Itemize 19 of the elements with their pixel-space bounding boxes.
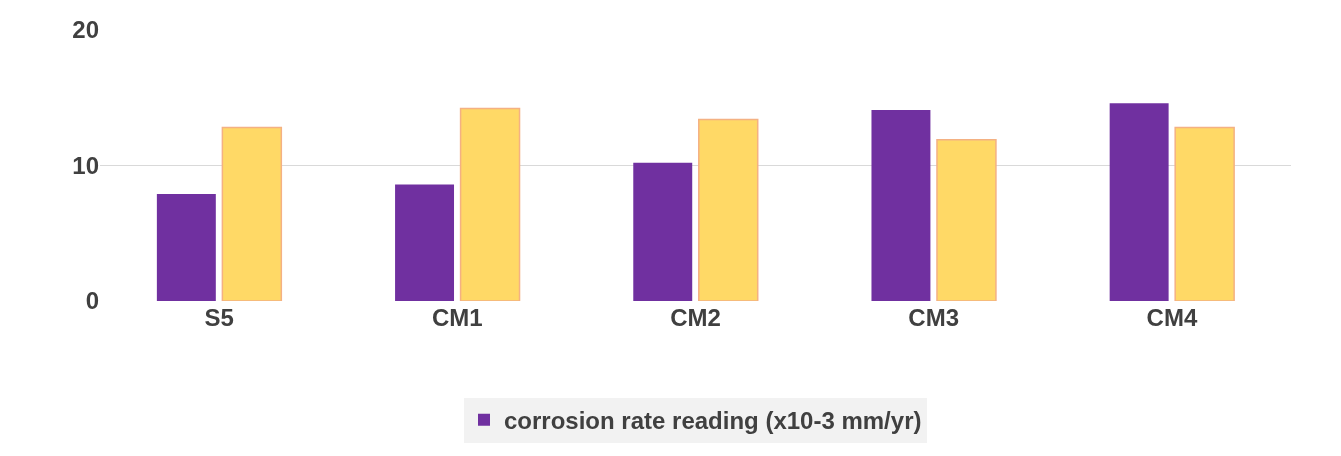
legend-label: corrosion rate reading (x10-3 mm/yr) <box>504 407 922 435</box>
bar <box>936 139 997 301</box>
bar <box>221 126 283 301</box>
x-tick-label: CM3 <box>908 304 960 331</box>
bar <box>698 118 759 301</box>
bar <box>156 193 216 301</box>
bar <box>459 107 521 301</box>
bar <box>395 184 455 301</box>
bar <box>1109 103 1169 301</box>
bar <box>871 109 931 301</box>
bar <box>1174 126 1235 301</box>
x-tick-label: CM1 <box>431 304 483 331</box>
bar <box>633 162 693 301</box>
x-tick-label: S5 <box>204 304 234 331</box>
y-tick-label: 20 <box>72 16 99 44</box>
x-tick-label: CM2 <box>670 304 721 331</box>
x-tick-label: CM4 <box>1146 304 1198 331</box>
y-tick-label: 0 <box>85 287 99 315</box>
y-tick-label: 10 <box>72 151 99 179</box>
